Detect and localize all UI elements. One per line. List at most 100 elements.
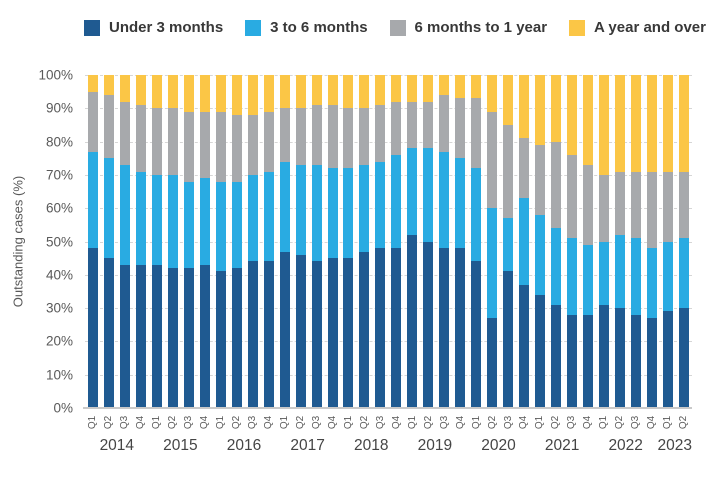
- x-tick-quarter-cell: Q3: [500, 410, 516, 435]
- bar-segment: [662, 171, 673, 242]
- x-tick-quarter-cell: Q4: [388, 410, 404, 435]
- bar-segment: [583, 314, 594, 408]
- bar-segment: [583, 244, 594, 315]
- bar-segment: [662, 75, 673, 172]
- x-tick-quarter: Q2: [358, 415, 370, 430]
- legend-item: A year and over: [568, 19, 706, 36]
- x-tick-quarter-cell: Q1: [85, 410, 101, 435]
- bar-segment: [135, 75, 146, 105]
- bar-segment: [503, 218, 514, 272]
- bar-segment: [135, 104, 146, 172]
- legend-label: Under 3 months: [109, 19, 224, 36]
- bar-segment: [295, 164, 306, 255]
- bar-segment: [103, 95, 114, 159]
- x-tick-year: 2017: [290, 437, 325, 454]
- x-tick-quarter: Q1: [87, 415, 99, 430]
- gridline: [85, 141, 692, 143]
- bar-column: [468, 75, 484, 408]
- x-tick-quarter-cell: Q1: [532, 410, 548, 435]
- bar-segment: [678, 308, 689, 408]
- bar-segment: [247, 261, 258, 408]
- x-tick-quarter: Q4: [582, 415, 594, 430]
- x-axis-line: [83, 407, 692, 409]
- x-tick-quarter-cell: Q4: [644, 410, 660, 435]
- bar: [103, 75, 114, 408]
- x-tick-quarter: Q1: [342, 415, 354, 430]
- bar-segment: [359, 108, 370, 165]
- x-tick-quarter: Q2: [231, 415, 243, 430]
- x-tick-quarter-cell: Q3: [309, 410, 325, 435]
- bar-segment: [455, 75, 466, 99]
- bar-segment: [598, 174, 609, 242]
- bar-segment: [630, 314, 641, 408]
- bar-segment: [678, 238, 689, 309]
- x-tick-quarter: Q2: [295, 415, 307, 430]
- gridline: [85, 308, 692, 310]
- bar-segment: [327, 258, 338, 408]
- bar: [231, 75, 242, 408]
- legend-swatch: [245, 19, 262, 36]
- x-tick-quarter-cell: Q1: [213, 410, 229, 435]
- bar-segment: [455, 248, 466, 408]
- bar-segment: [199, 178, 210, 265]
- bar-segment: [471, 168, 482, 262]
- bar-column: [516, 75, 532, 408]
- x-tick-quarter: Q3: [566, 415, 578, 430]
- legend-label: 6 months to 1 year: [414, 19, 548, 36]
- bar-segment: [471, 98, 482, 169]
- bar-column: [404, 75, 420, 408]
- x-tick-quarter: Q1: [279, 415, 291, 430]
- bar-segment: [678, 171, 689, 239]
- bar-segment: [215, 75, 226, 112]
- bar: [359, 75, 370, 408]
- bar-column: [165, 75, 181, 408]
- x-tick-quarter-cell: Q3: [564, 410, 580, 435]
- x-tick-quarter: Q3: [119, 415, 131, 430]
- legend-item: 3 to 6 months: [245, 19, 368, 36]
- bar-segment: [151, 174, 162, 265]
- x-tick-quarter: Q3: [311, 415, 323, 430]
- bar-segment: [630, 171, 641, 239]
- bar-segment: [503, 271, 514, 408]
- bar-column: [133, 75, 149, 408]
- bar: [87, 75, 98, 408]
- bar: [295, 75, 306, 408]
- y-tick-label: 50%: [45, 234, 73, 249]
- bar-segment: [295, 108, 306, 165]
- bar-column: [420, 75, 436, 408]
- bar-segment: [167, 75, 178, 109]
- x-tick-quarter-cell: Q2: [356, 410, 372, 435]
- bar: [311, 75, 322, 408]
- bar: [551, 75, 562, 408]
- x-tick-quarter-cell: Q2: [101, 410, 117, 435]
- x-tick-quarter: Q4: [199, 415, 211, 430]
- bar-segment: [567, 154, 578, 239]
- bar-segment: [614, 234, 625, 309]
- x-tick-quarter: Q2: [614, 415, 626, 430]
- plot-area: [83, 75, 692, 409]
- bar-segment: [327, 75, 338, 105]
- bar-segment: [375, 75, 386, 105]
- bar: [583, 75, 594, 408]
- bar-segment: [487, 208, 498, 319]
- bar-segment: [247, 174, 258, 262]
- x-tick-quarter: Q2: [167, 415, 179, 430]
- x-tick-quarter: Q1: [598, 415, 610, 430]
- bar-segment: [231, 114, 242, 182]
- gridline: [85, 341, 692, 343]
- legend-swatch: [568, 19, 585, 36]
- bar: [263, 75, 274, 408]
- bar-segment: [487, 75, 498, 112]
- bar-segment: [87, 91, 98, 152]
- bar-column: [293, 75, 309, 408]
- bar-segment: [343, 258, 354, 408]
- x-tick-quarter-cell: Q3: [245, 410, 261, 435]
- bar: [678, 75, 689, 408]
- x-tick-quarter-cell: Q1: [149, 410, 165, 435]
- legend-swatch: [389, 19, 406, 36]
- bar-segment: [167, 108, 178, 175]
- bar: [598, 75, 609, 408]
- bar-column: [596, 75, 612, 408]
- bar-segment: [407, 75, 418, 102]
- x-tick-quarter-cell: Q3: [117, 410, 133, 435]
